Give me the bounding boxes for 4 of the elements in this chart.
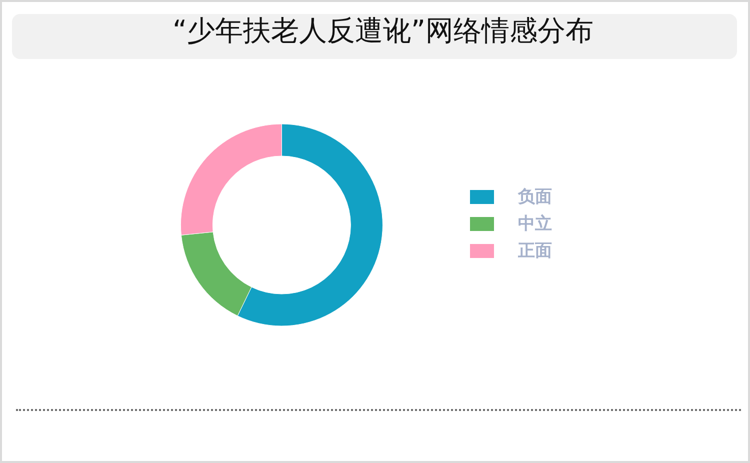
legend-label: 正面 [517, 241, 552, 261]
legend-label: 中立 [518, 214, 552, 234]
legend-label: 负面 [517, 187, 552, 207]
chart-title: “少年扶老人反遭讹”网络情感分布 [172, 14, 594, 47]
